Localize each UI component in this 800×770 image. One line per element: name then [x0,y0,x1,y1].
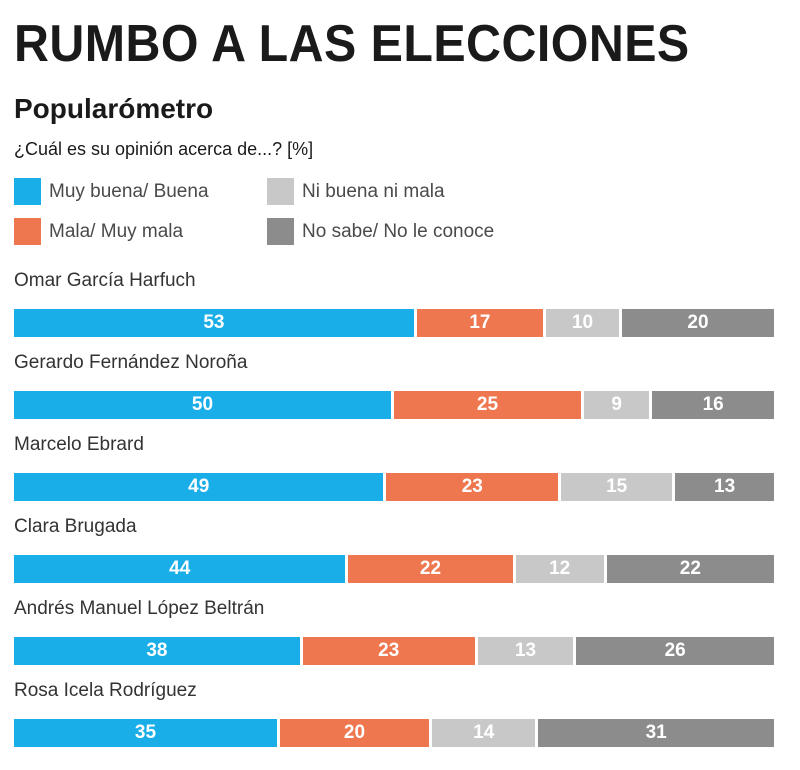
data-label: 22 [679,558,701,579]
data-label: 13 [514,640,537,661]
data-label: 16 [702,394,724,415]
stacked-bar: 44 22 12 22 [14,555,774,583]
legend-swatch-unknown [267,218,294,245]
row-label: Rosa Icela Rodríguez [14,680,197,701]
data-label: 38 [146,640,168,661]
data-label: 15 [606,476,628,497]
data-label: 53 [203,312,225,333]
bar-segment-good: 44 [14,555,349,583]
bar-segment-neutral: 15 [561,473,676,501]
page-title: RUMBO A LAS ELECCIONES [14,15,690,73]
legend-label-neutral: Ni buena ni mala [302,180,445,202]
bar-segment-bad: 22 [348,555,516,583]
data-label: 35 [134,722,157,743]
bar-segment-good: 49 [14,473,387,501]
bar-segment-neutral: 13 [477,637,577,665]
bar-segment-good: 50 [14,391,394,419]
bar-segment-good: 35 [14,719,280,747]
bar-segment-unknown: 20 [621,309,774,337]
chart-subtitle: Popularómetro [14,93,214,124]
bar-segment-unknown: 31 [538,719,774,747]
data-label: 20 [343,722,366,743]
legend-label-good: Muy buena/ Buena [49,180,209,202]
bar-segment-bad: 20 [280,719,432,747]
stacked-bar: 53 17 10 20 [14,309,774,337]
bar-segment-unknown: 16 [652,391,774,419]
data-label: 13 [714,476,736,497]
bar-segment-bad: 25 [394,391,584,419]
data-label: 25 [476,394,499,415]
bar-segment-unknown: 13 [675,473,774,501]
legend-swatch-neutral [267,178,294,205]
bar-segment-neutral: 14 [432,719,539,747]
data-label: 49 [188,476,210,497]
data-label: 23 [378,640,400,661]
data-label: 9 [611,394,622,415]
row-label: Clara Brugada [14,516,137,537]
legend-swatch-bad [14,218,41,245]
legend-label-unknown: No sabe/ No le conoce [302,220,495,242]
legend-item-unknown: No sabe/ No le conoce [267,218,494,245]
bar-segment-good: 38 [14,637,303,665]
data-label: 31 [645,722,667,743]
data-label: 50 [191,394,214,415]
data-label: 23 [461,476,483,497]
bar-segment-neutral: 10 [545,309,622,337]
row-label: Gerardo Fernández Noroña [14,352,248,373]
bar-segment-neutral: 12 [515,555,607,583]
data-label: 10 [571,312,594,333]
chart-legend: Muy buena/ Buena Ni buena ni mala Mala/ Mu… [14,178,574,258]
data-label: 12 [549,558,571,579]
bar-segment-bad: 17 [416,309,546,337]
survey-question: ¿Cuál es su opinión acerca de...? [%] [14,139,314,159]
legend-swatch-good [14,178,41,205]
data-label: 17 [469,312,491,333]
row-label: Andrés Manuel López Beltrán [14,598,265,619]
bar-segment-unknown: 26 [576,637,774,665]
legend-label-bad: Mala/ Muy mala [49,220,184,242]
data-label: 26 [664,640,686,661]
data-label: 22 [419,558,442,579]
bar-segment-bad: 23 [302,637,478,665]
stacked-bar: 35 20 14 31 [14,719,774,747]
row-label: Marcelo Ebrard [14,434,144,455]
legend-item-neutral: Ni buena ni mala [267,178,445,205]
stacked-bar: 50 25 9 16 [14,391,774,419]
data-label: 20 [687,312,709,333]
bar-segment-bad: 23 [386,473,562,501]
bar-segment-neutral: 9 [584,391,653,419]
legend-item-good: Muy buena/ Buena [14,178,209,205]
legend-item-bad: Mala/ Muy mala [14,218,183,245]
data-label: 14 [473,722,495,743]
data-label: 44 [169,558,191,579]
row-label: Omar García Harfuch [14,270,196,291]
stacked-bar: 49 23 15 13 [14,473,774,501]
bar-segment-good: 53 [14,309,417,337]
stacked-bar: 38 23 13 26 [14,637,774,665]
bar-segment-unknown: 22 [606,555,774,583]
